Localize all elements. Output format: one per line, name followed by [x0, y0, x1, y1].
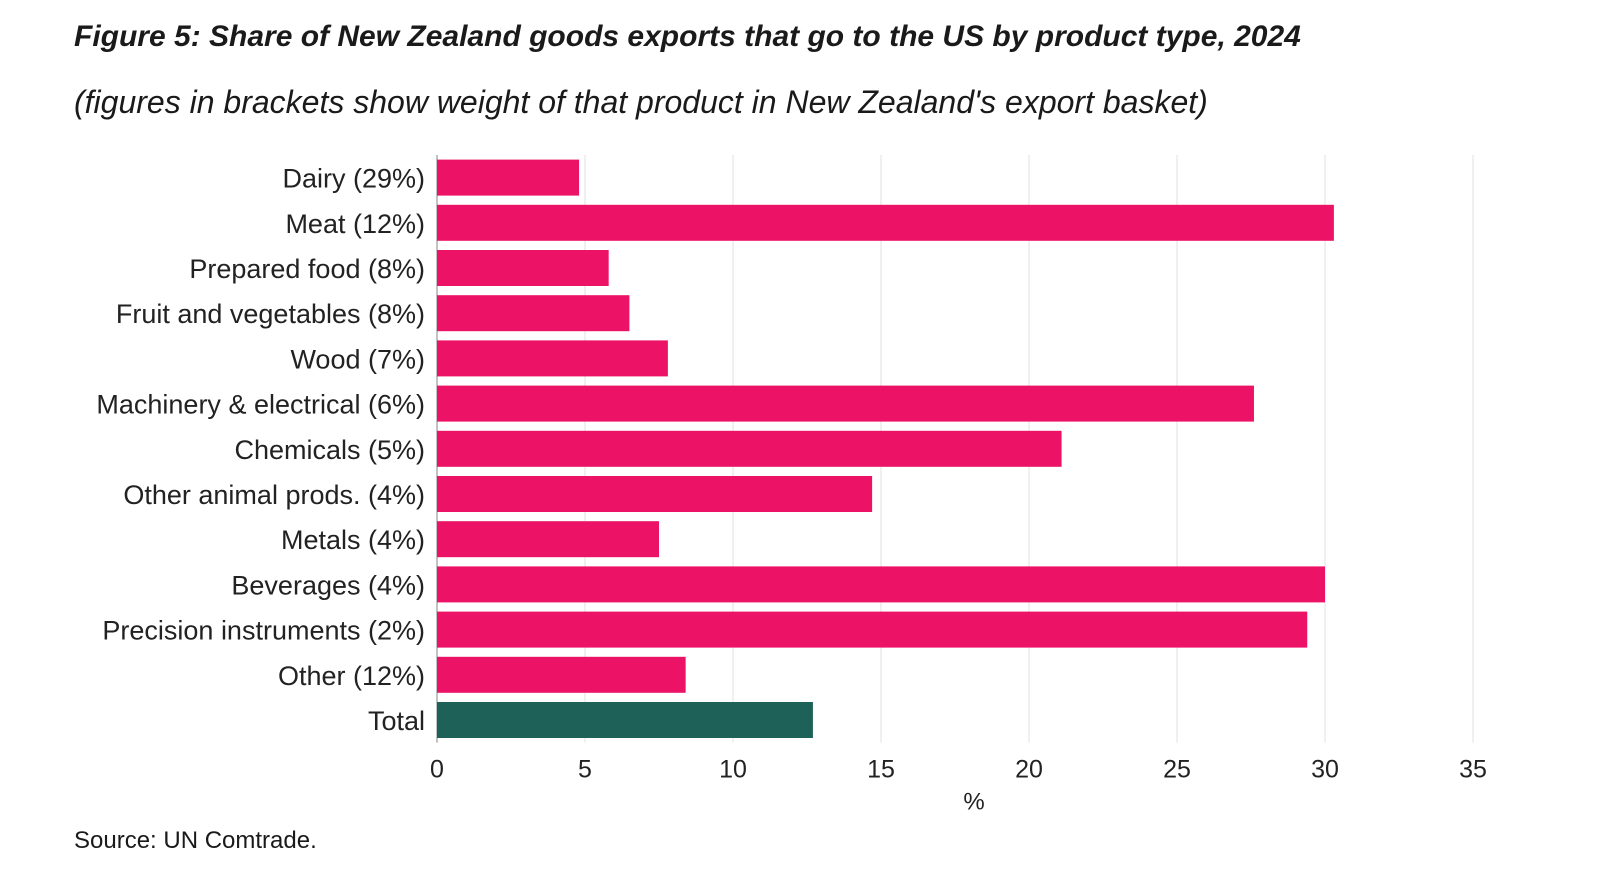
category-label: Wood (7%) — [290, 344, 425, 374]
category-label: Total — [368, 706, 425, 736]
bar — [437, 250, 609, 286]
category-label: Chemicals (5%) — [234, 435, 425, 465]
bar — [437, 340, 668, 377]
bar — [437, 702, 813, 738]
x-axis-title: % — [963, 789, 984, 816]
x-tick-label: 30 — [1311, 756, 1339, 784]
x-tick-label: 20 — [1015, 756, 1043, 784]
category-label: Fruit and vegetables (8%) — [116, 299, 425, 329]
bar — [437, 656, 686, 693]
category-labels: Dairy (29%) Meat (12%) Prepared food (8%) F… — [96, 164, 425, 736]
bar — [437, 295, 630, 332]
category-label: Meat (12%) — [285, 209, 425, 239]
bars — [437, 159, 1334, 738]
bar — [437, 521, 659, 558]
bar — [437, 611, 1308, 648]
bar — [437, 430, 1062, 467]
x-tick-label: 10 — [719, 756, 747, 784]
bar — [437, 159, 580, 196]
bar — [437, 385, 1254, 422]
category-label: Prepared food (8%) — [189, 254, 425, 284]
x-tick-label: 25 — [1163, 756, 1191, 784]
source-note: Source: UN Comtrade. — [74, 827, 317, 854]
category-label: Dairy (29%) — [282, 164, 425, 194]
category-label: Machinery & electrical (6%) — [96, 390, 425, 420]
chart-title: Figure 5: Share of New Zealand goods exp… — [74, 20, 1301, 53]
x-tick-labels: 0 5 10 15 20 25 30 35 — [430, 756, 1487, 784]
bar — [437, 204, 1334, 241]
category-label: Metals (4%) — [281, 525, 425, 555]
chart-subtitle: (figures in brackets show weight of that… — [74, 84, 1208, 120]
category-label: Other animal prods. (4%) — [123, 480, 425, 510]
bar — [437, 566, 1325, 603]
x-tick-label: 15 — [867, 756, 895, 784]
category-label: Beverages (4%) — [231, 570, 425, 600]
category-label: Other (12%) — [278, 661, 425, 691]
x-tick-label: 0 — [430, 756, 444, 784]
category-label: Precision instruments (2%) — [102, 616, 425, 646]
x-tick-label: 5 — [578, 756, 592, 784]
x-tick-label: 35 — [1459, 756, 1487, 784]
bar — [437, 476, 873, 512]
